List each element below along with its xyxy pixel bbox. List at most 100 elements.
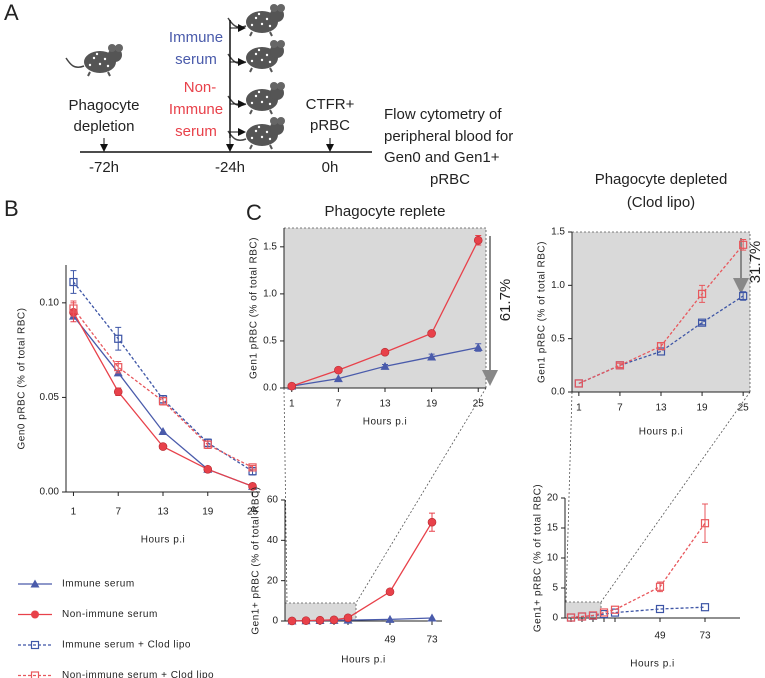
marker bbox=[615, 361, 625, 370]
y-axis-label: Gen1+ pRBC (% of total RBC) bbox=[251, 486, 262, 634]
x-axis-label: Hours p.i bbox=[141, 535, 186, 546]
legend-label: Non-immune serum + Clod lipo bbox=[62, 670, 214, 678]
y-tick-label: 0 bbox=[272, 616, 278, 627]
y-tick-label: 20 bbox=[547, 493, 559, 504]
marker bbox=[158, 442, 168, 451]
error-bar bbox=[699, 284, 706, 303]
y-tick-label: 15 bbox=[547, 523, 559, 534]
x-axis-label: Hours p.i bbox=[341, 655, 386, 666]
time-label: -24h bbox=[215, 159, 245, 176]
marker bbox=[114, 334, 123, 343]
mouse-icon bbox=[65, 43, 124, 77]
zoom-line bbox=[355, 387, 487, 604]
legend: Immune serum Non-immune serum Immune serum… bbox=[18, 579, 214, 678]
chart: 0.0 0.5 1.0 1.5 1 7 13 19 25 Hours p.i Gen1 pRBC (… bbox=[249, 203, 514, 428]
x-tick-label: 19 bbox=[697, 403, 709, 414]
x-tick-label: 49 bbox=[654, 631, 666, 642]
marker bbox=[380, 347, 390, 357]
marker bbox=[248, 463, 257, 472]
error-bar bbox=[70, 270, 77, 294]
marker bbox=[343, 613, 353, 623]
step-label: CTFR+ bbox=[306, 96, 355, 113]
time-label: -72h bbox=[89, 159, 119, 176]
marker bbox=[315, 615, 325, 625]
annotation: 61.7% bbox=[497, 279, 514, 322]
readout-label: Gen0 and Gen1+ bbox=[384, 149, 500, 166]
y-tick-label: 1.5 bbox=[551, 227, 565, 238]
mouse-icon bbox=[227, 116, 286, 150]
readout-label: pRBC bbox=[430, 171, 470, 188]
y-tick-label: 10 bbox=[547, 553, 559, 564]
marker bbox=[427, 517, 437, 527]
legend-label: Non-immune serum bbox=[62, 609, 158, 620]
annotation: 31.7% bbox=[747, 241, 764, 284]
chart: 0.00 0.05 0.10 1 7 13 19 25 Hours p.i Gen0 pRBC (… bbox=[17, 265, 260, 546]
y-tick-label: 40 bbox=[267, 535, 279, 546]
error-bar bbox=[699, 320, 706, 326]
marker bbox=[203, 440, 212, 449]
legend-label: Immune serum bbox=[62, 579, 135, 590]
marker bbox=[287, 616, 297, 626]
y-axis-label: Gen0 pRBC (% of total RBC) bbox=[17, 308, 28, 450]
marker bbox=[473, 343, 483, 352]
legend-marker bbox=[30, 579, 40, 588]
x-tick-label: 73 bbox=[426, 635, 438, 646]
marker bbox=[203, 464, 213, 474]
panel-label: C bbox=[246, 200, 262, 225]
marker bbox=[599, 608, 609, 617]
x-tick-label: 49 bbox=[384, 635, 396, 646]
error-bar bbox=[70, 300, 77, 317]
chart-title: Phagocyte depleted bbox=[595, 171, 728, 188]
marker bbox=[655, 604, 665, 614]
y-tick-label: 1.5 bbox=[263, 241, 277, 252]
y-tick-label: 0.0 bbox=[551, 387, 565, 398]
y-tick-label: 0 bbox=[552, 613, 558, 624]
mouse-icon bbox=[227, 81, 286, 115]
x-tick-label: 7 bbox=[336, 399, 342, 410]
error-bar bbox=[702, 503, 708, 543]
y-tick-label: 60 bbox=[267, 495, 279, 506]
readout-label: peripheral blood for bbox=[384, 128, 513, 145]
marker bbox=[739, 291, 748, 301]
x-tick-label: 25 bbox=[473, 399, 485, 410]
chart: 0.0 0.5 1.0 1.5 1 7 13 19 25 Hours p.i Gen1 pRBC (… bbox=[537, 171, 764, 438]
marker bbox=[333, 374, 343, 383]
marker bbox=[656, 342, 666, 351]
marker bbox=[697, 318, 707, 327]
y-axis-label: Gen1 pRBC (% of total RBC) bbox=[537, 241, 548, 383]
legend-marker bbox=[31, 610, 39, 619]
zoom-line bbox=[565, 391, 573, 603]
x-tick-label: 19 bbox=[426, 399, 438, 410]
x-tick-label: 13 bbox=[379, 399, 391, 410]
x-tick-label: 7 bbox=[617, 403, 623, 414]
x-tick-label: 7 bbox=[115, 507, 121, 518]
legend-label: Immune serum + Clod lipo bbox=[62, 640, 191, 651]
y-tick-label: 5 bbox=[552, 583, 558, 594]
marker bbox=[114, 363, 123, 372]
non-immune-label: Immune bbox=[169, 101, 223, 118]
non-immune-label: serum bbox=[175, 123, 217, 140]
step-label: pRBC bbox=[310, 117, 350, 134]
marker bbox=[385, 587, 395, 597]
chart: 0 20 40 60 49 73 Hours p.i Gen1+ pRBC (% of tot… bbox=[251, 486, 442, 666]
chart-subtitle: (Clod lipo) bbox=[627, 194, 695, 211]
x-tick-label: 25 bbox=[738, 403, 750, 414]
mouse-icon bbox=[227, 3, 286, 37]
chart: 0 5 10 15 20 49 73 Hours p.i Gen1+ pRBC (% of to… bbox=[533, 484, 740, 670]
y-axis-label: Gen1+ pRBC (% of total RBC) bbox=[533, 484, 544, 632]
marker bbox=[700, 519, 710, 528]
marker bbox=[588, 611, 598, 620]
chart-title: Phagocyte replete bbox=[325, 203, 446, 220]
x-tick-label: 1 bbox=[576, 403, 582, 414]
panel-label: B bbox=[4, 196, 19, 221]
x-axis-label: Hours p.i bbox=[363, 417, 408, 428]
marker bbox=[697, 289, 707, 298]
x-tick-label: 25 bbox=[247, 507, 259, 518]
immune-label: Immune bbox=[169, 29, 223, 46]
marker bbox=[427, 329, 436, 338]
x-tick-label: 13 bbox=[655, 403, 667, 414]
x-tick-label: 73 bbox=[699, 631, 711, 642]
marker bbox=[427, 352, 437, 361]
marker bbox=[380, 361, 390, 370]
legend-marker bbox=[30, 640, 40, 650]
